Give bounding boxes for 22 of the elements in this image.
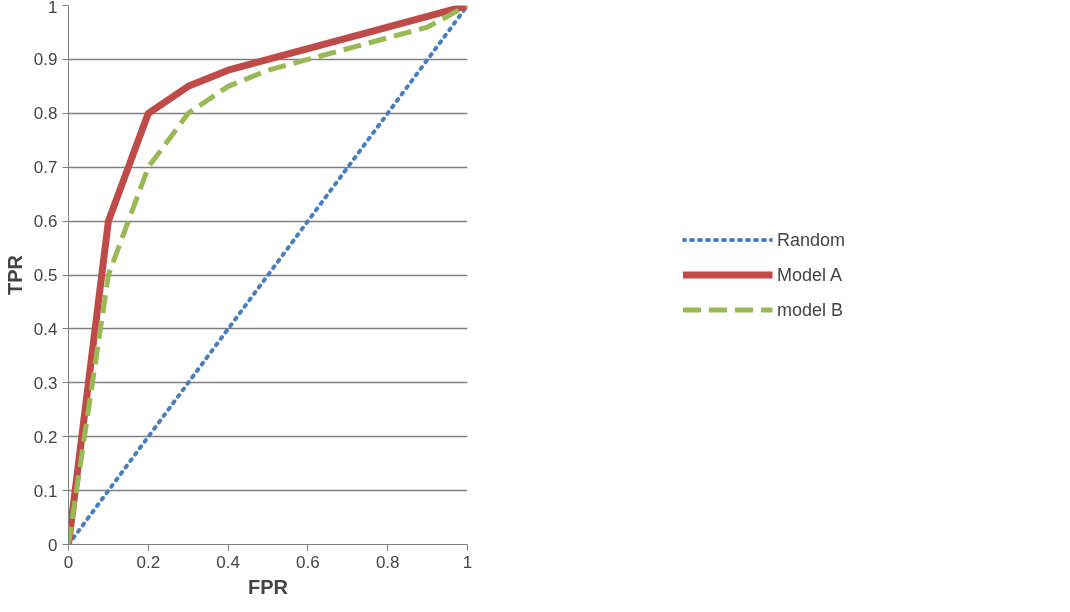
y-tick-label: 0 <box>48 535 58 555</box>
x-tick-label: 0.6 <box>296 552 320 572</box>
legend-label: Random <box>776 229 846 250</box>
x-axis-title: FPR <box>248 575 289 598</box>
x-tick-label: 0.4 <box>216 552 240 572</box>
y-axis-title: TPR <box>3 254 26 295</box>
y-tick-label: 0.6 <box>33 212 58 232</box>
y-tick-label: 0.5 <box>33 266 58 285</box>
y-tick-label: 0.8 <box>33 104 58 124</box>
legend-label: Model A <box>776 264 843 285</box>
x-tick-label: 0.8 <box>375 552 400 572</box>
x-tick-label: 0 <box>63 552 74 572</box>
legend-label: model B <box>776 299 844 320</box>
y-tick-label: 1 <box>48 0 58 17</box>
y-tick-label: 0.2 <box>33 427 58 447</box>
y-tick-label: 0.3 <box>33 373 58 393</box>
y-tick-label: 0.7 <box>33 158 58 178</box>
y-tick-label: 0.1 <box>33 481 58 501</box>
x-tick-label: 1 <box>462 552 473 572</box>
x-tick-label: 0.2 <box>136 552 161 572</box>
y-tick-label: 0.4 <box>33 319 58 339</box>
y-tick-label: 0.9 <box>33 50 58 70</box>
